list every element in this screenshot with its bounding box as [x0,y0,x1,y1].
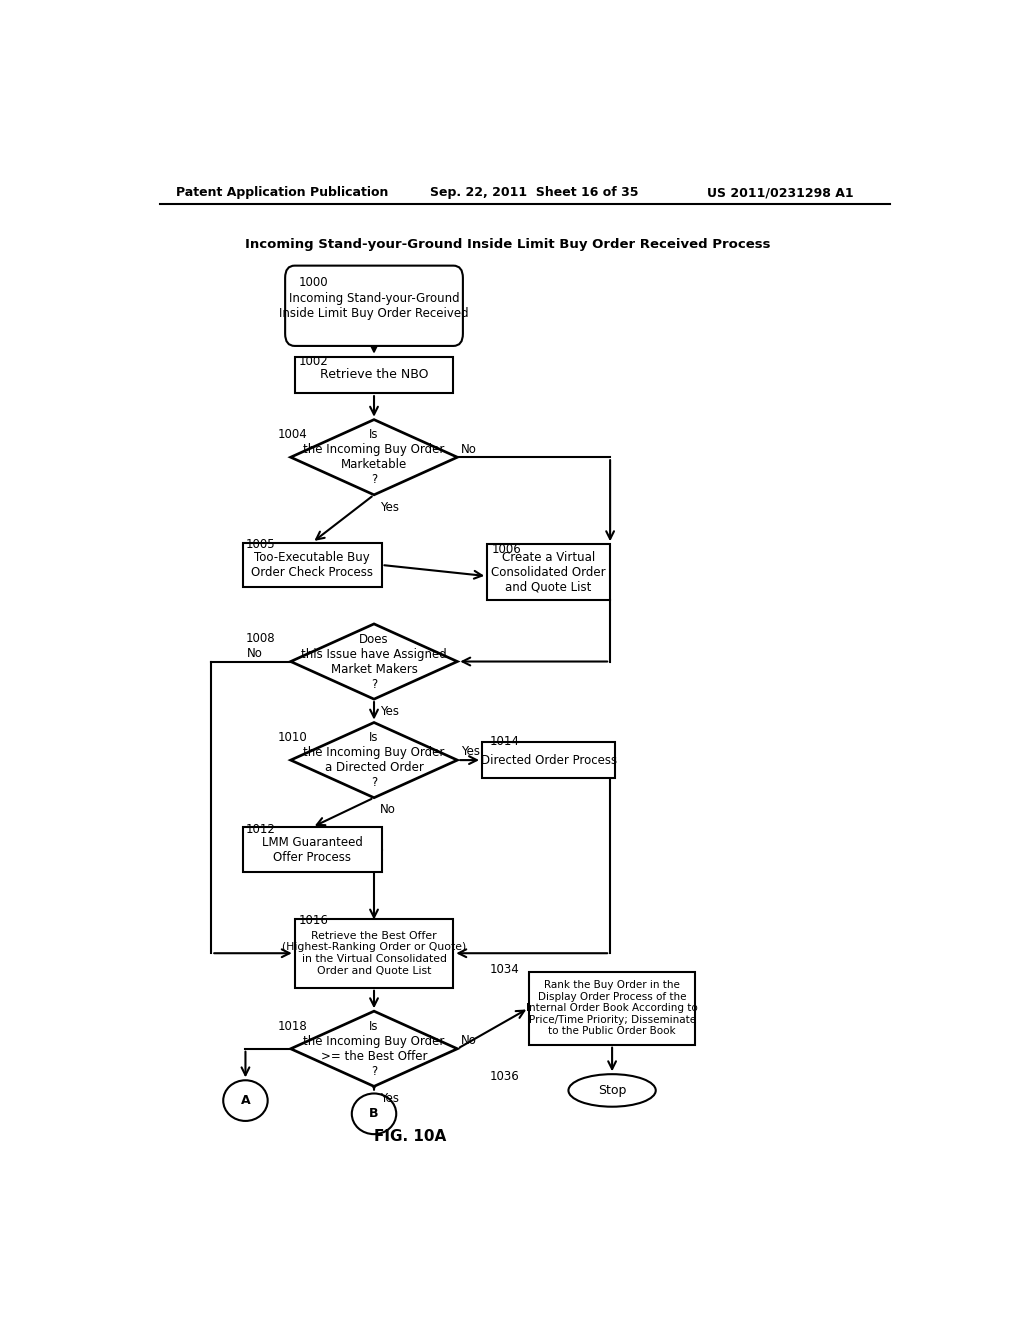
Polygon shape [291,624,458,700]
Text: 1016: 1016 [299,915,329,927]
Text: No: No [461,1034,477,1047]
Text: 1004: 1004 [278,429,307,441]
Text: Incoming Stand-your-Ground
Inside Limit Buy Order Received: Incoming Stand-your-Ground Inside Limit … [280,292,469,319]
Text: US 2011/0231298 A1: US 2011/0231298 A1 [708,186,854,199]
Text: 1012: 1012 [246,822,275,836]
Ellipse shape [223,1080,267,1121]
Text: 1006: 1006 [492,544,521,556]
Text: Sep. 22, 2011  Sheet 16 of 35: Sep. 22, 2011 Sheet 16 of 35 [430,186,638,199]
Text: Is
the Incoming Buy Order
Marketable
?: Is the Incoming Buy Order Marketable ? [303,428,444,486]
Ellipse shape [352,1093,396,1134]
Polygon shape [291,420,458,495]
Text: Create a Virtual
Consolidated Order
and Quote List: Create a Virtual Consolidated Order and … [492,550,606,594]
Text: 1036: 1036 [489,1069,519,1082]
Text: Is
the Incoming Buy Order
a Directed Order
?: Is the Incoming Buy Order a Directed Ord… [303,731,444,789]
Text: No: No [247,647,263,660]
Text: 1018: 1018 [278,1020,307,1034]
Text: Incoming Stand-your-Ground Inside Limit Buy Order Received Process: Incoming Stand-your-Ground Inside Limit … [246,239,771,251]
Text: Too-Executable Buy
Order Check Process: Too-Executable Buy Order Check Process [251,550,373,579]
Bar [295,919,454,987]
Text: Yes: Yes [380,1092,399,1105]
Polygon shape [291,722,458,797]
Text: 1005: 1005 [246,539,275,552]
Text: Retrieve the NBO: Retrieve the NBO [319,368,428,381]
Text: Yes: Yes [380,705,399,718]
Text: 1000: 1000 [299,276,329,289]
Text: 1002: 1002 [299,355,329,368]
Text: 1014: 1014 [489,735,520,748]
Text: Is
the Incoming Buy Order
>= the Best Offer
?: Is the Incoming Buy Order >= the Best Of… [303,1020,444,1077]
Bar [482,742,615,779]
Text: Yes: Yes [380,500,399,513]
Text: Yes: Yes [461,746,480,759]
Bar [528,972,695,1044]
Text: 1008: 1008 [246,632,275,644]
Text: LMM Guaranteed
Offer Process: LMM Guaranteed Offer Process [262,836,362,863]
Text: No: No [461,442,477,455]
Text: Patent Application Publication: Patent Application Publication [176,186,388,199]
Text: FIG. 10A: FIG. 10A [374,1129,446,1143]
Bar [487,544,610,601]
Bar [295,356,454,393]
Text: Stop: Stop [598,1084,627,1097]
Text: A: A [241,1094,250,1107]
Bar [243,543,382,587]
Text: Retrieve the Best Offer
(Highest-Ranking Order or Quote)
in the Virtual Consolid: Retrieve the Best Offer (Highest-Ranking… [282,931,466,975]
Polygon shape [291,1011,458,1086]
Text: Rank the Buy Order in the
Display Order Process of the
Internal Order Book Accor: Rank the Buy Order in the Display Order … [526,979,698,1036]
Text: 1010: 1010 [278,731,307,744]
Text: Does
this Issue have Assigned
Market Makers
?: Does this Issue have Assigned Market Mak… [301,632,446,690]
Bar [243,828,382,873]
Text: B: B [370,1107,379,1121]
Text: Directed Order Process: Directed Order Process [480,754,616,767]
FancyBboxPatch shape [285,265,463,346]
Text: 1034: 1034 [489,964,519,975]
Ellipse shape [568,1074,655,1106]
Text: No: No [380,804,396,816]
